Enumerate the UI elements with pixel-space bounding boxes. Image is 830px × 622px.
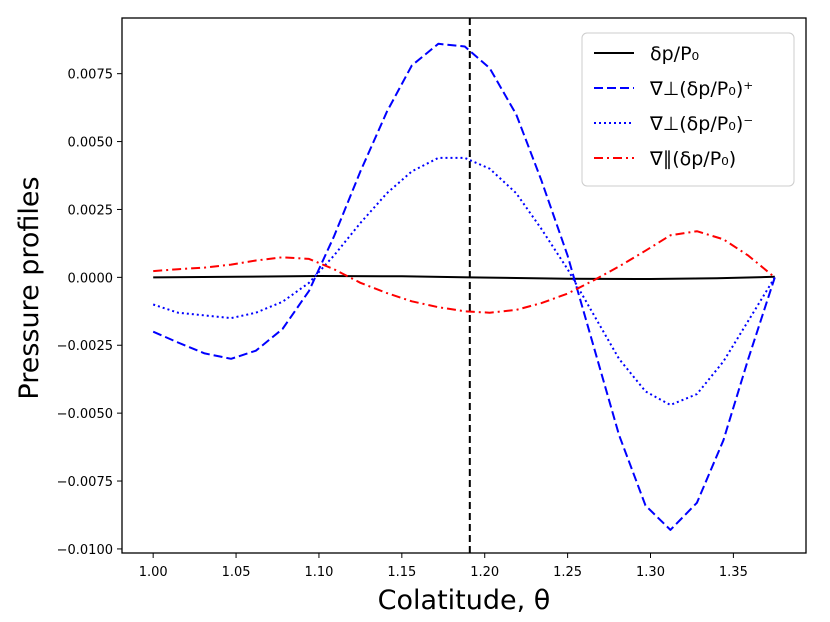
y-tick-label: −0.0050 — [57, 407, 113, 422]
axes-frame — [121, 17, 807, 554]
x-tick-label: 1.15 — [387, 565, 416, 580]
series-line-1 — [153, 275, 775, 280]
x-tick-label: 1.05 — [222, 565, 251, 580]
y-tick-label: −0.0100 — [57, 543, 113, 558]
x-tick-label: 1.25 — [553, 565, 582, 580]
y-tick-label: 0.0075 — [68, 68, 114, 83]
ticks: 1.00 1.05 1.10 1.15 1.20 1.25 1.30 1.35 0.0075 0.… — [57, 68, 748, 580]
x-tick-label: 1.35 — [719, 565, 748, 580]
x-tick-label: 1.30 — [636, 565, 665, 580]
y-tick-label: −0.0025 — [57, 339, 113, 354]
legend: δp/P₀ ∇⊥(δp/P₀)⁺ ∇⊥(δp/P₀)⁻ ∇∥(δp/P₀) — [581, 32, 795, 187]
legend-box — [581, 32, 795, 187]
x-axis-label: Colatitude, θ — [378, 585, 551, 616]
legend-label-3: ∇⊥(δp/P₀)⁻ — [649, 113, 753, 135]
x-tick-label: 1.10 — [304, 565, 333, 580]
legend-label-2: ∇⊥(δp/P₀)⁺ — [649, 78, 753, 100]
y-tick-label: 0.0050 — [68, 136, 114, 151]
legend-label-4: ∇∥(δp/P₀) — [649, 148, 736, 170]
series-line-4 — [153, 230, 776, 314]
plot-area — [152, 18, 776, 553]
x-tick-label: 1.00 — [139, 565, 168, 580]
y-tick-label: 0.0000 — [68, 271, 114, 286]
series-line-2 — [152, 42, 776, 531]
legend-label-1: δp/P₀ — [650, 43, 699, 65]
y-tick-label: 0.0025 — [68, 203, 114, 218]
x-tick-label: 1.20 — [470, 565, 499, 580]
y-axis-label: Pressure profiles — [14, 176, 45, 399]
y-tick-label: −0.0075 — [57, 475, 113, 490]
